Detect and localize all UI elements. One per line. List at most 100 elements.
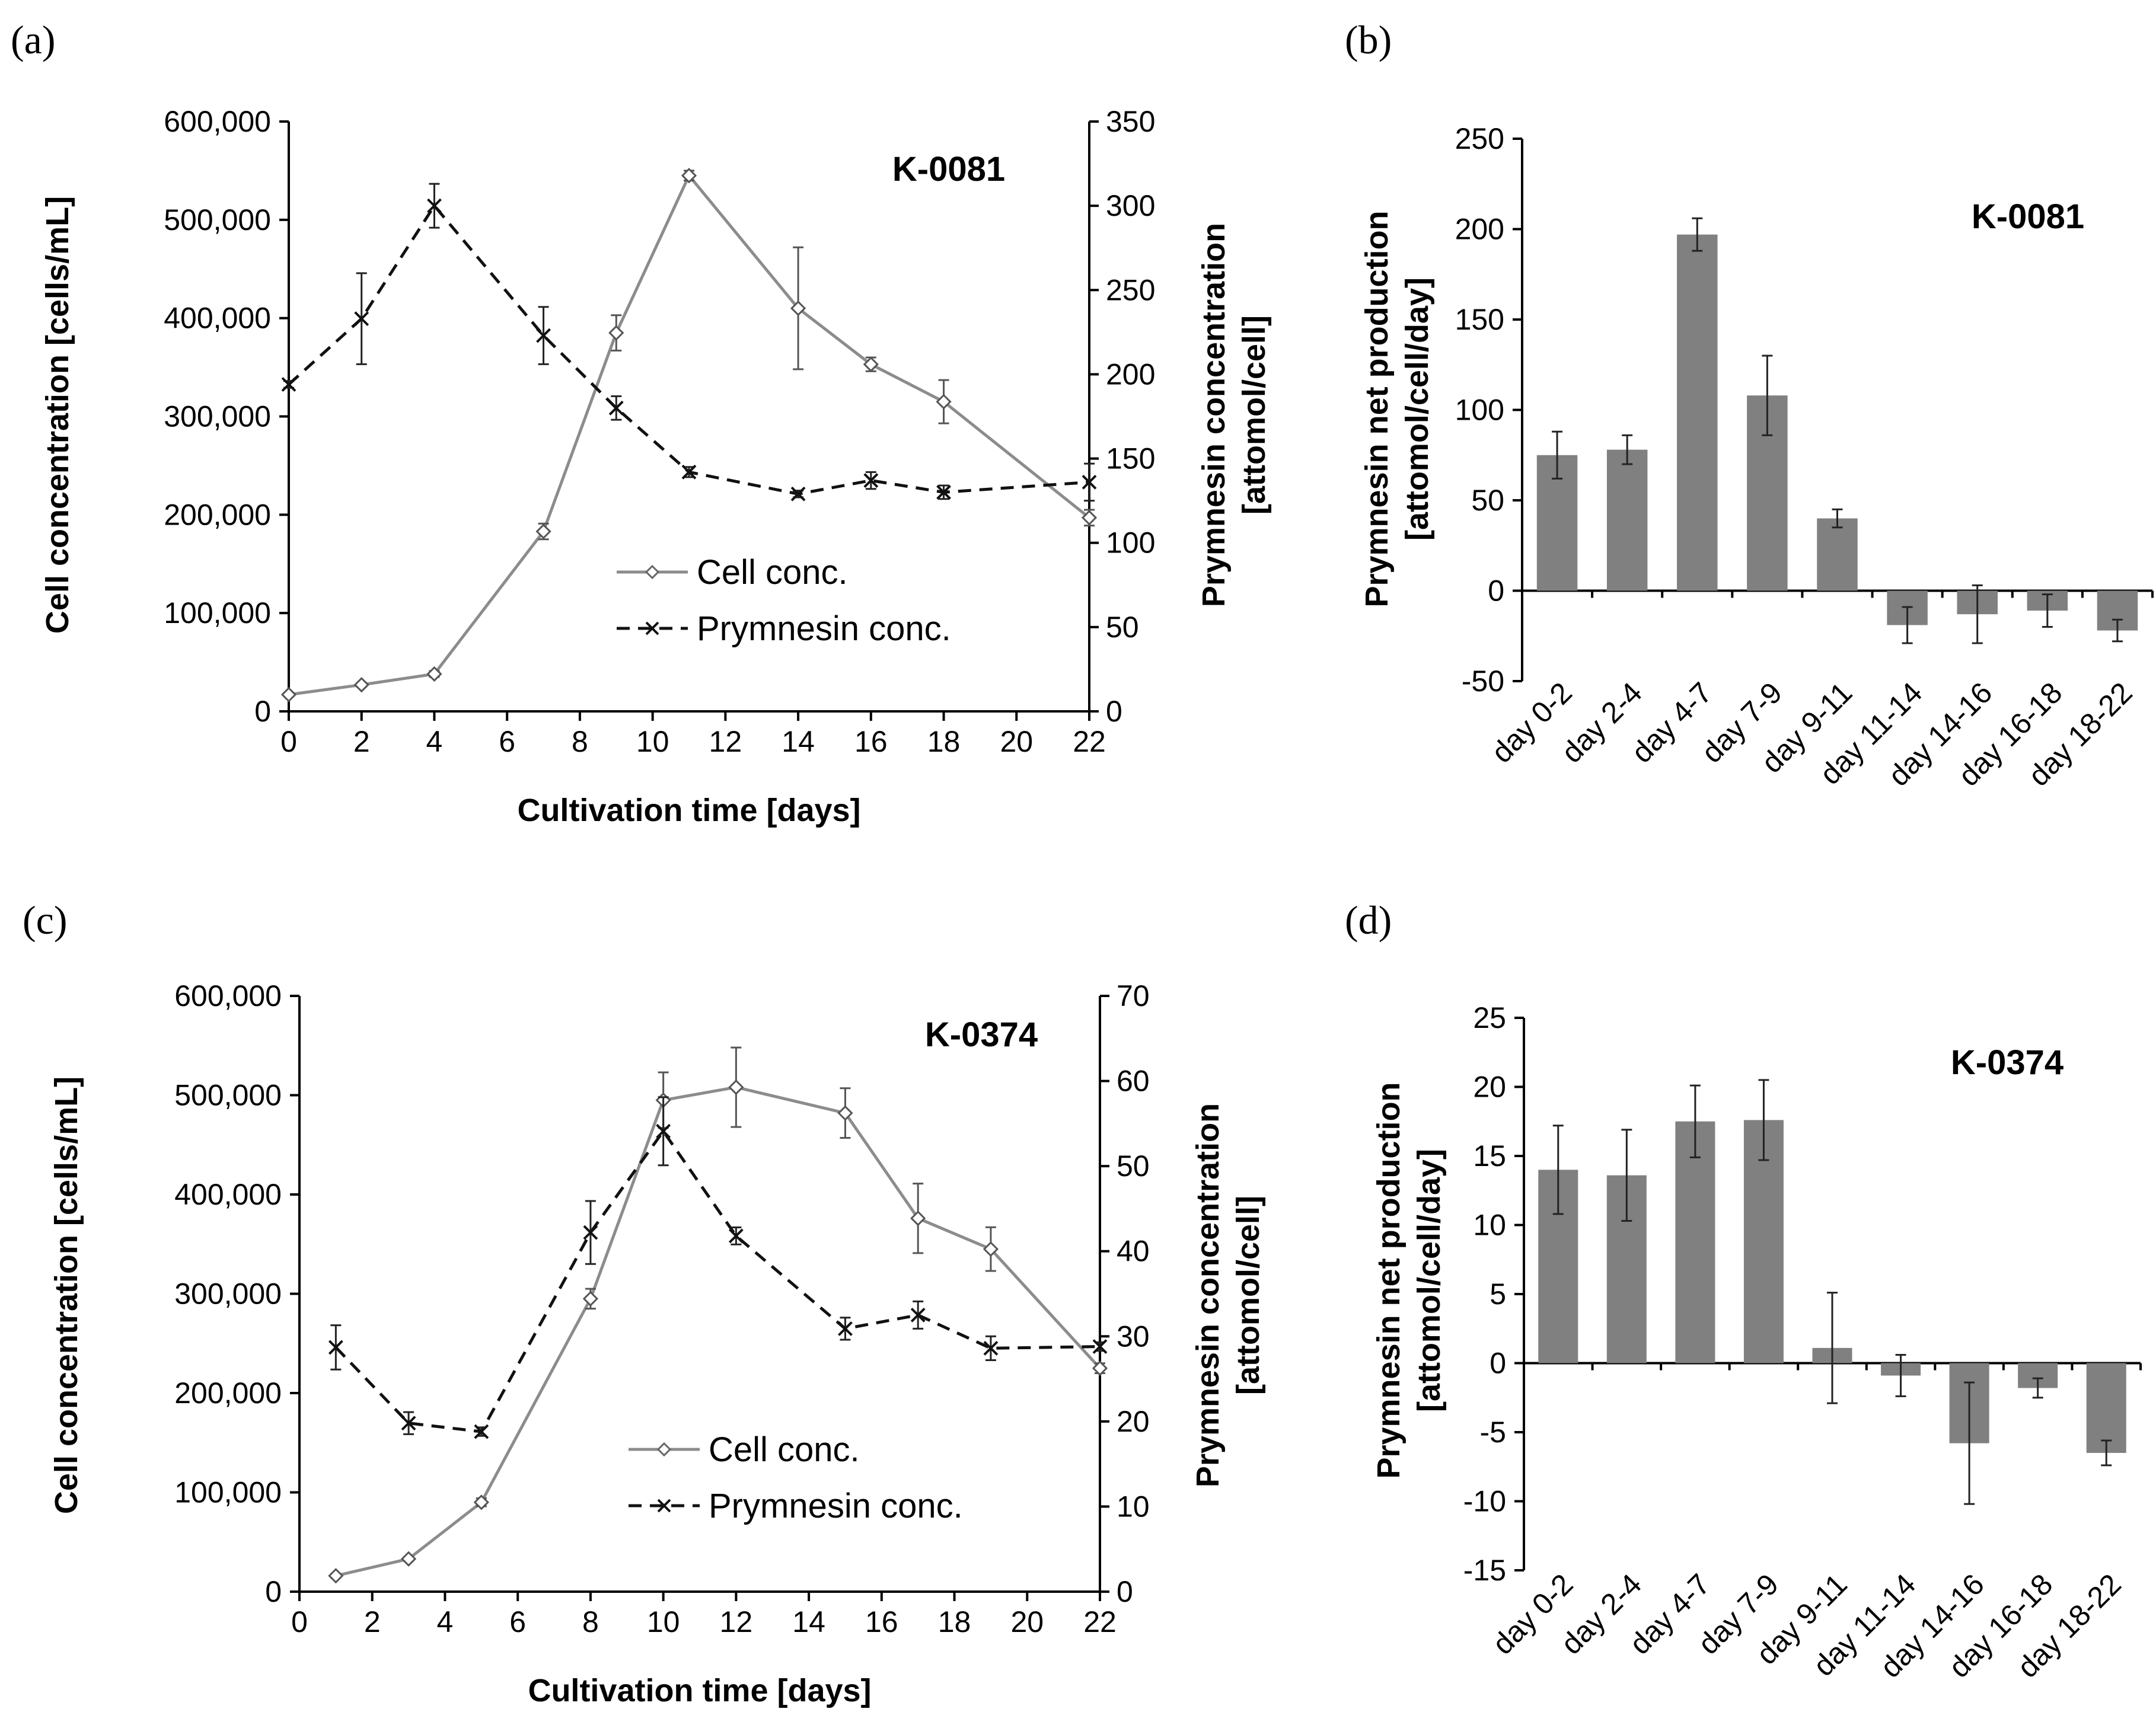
panel-c-prymnesin-conc-point — [910, 1307, 926, 1323]
panel-c-right-tick-label: 70 — [1117, 979, 1150, 1012]
panel-c-x-tick-label: 20 — [1010, 1605, 1044, 1638]
panel-a-cell-conc-point — [1081, 510, 1098, 526]
panel-a-right-tick-label: 150 — [1106, 442, 1155, 475]
panel-a-x-tick-label: 12 — [709, 725, 742, 758]
panel-a-right-tick-label: 0 — [1106, 695, 1122, 728]
panel-c-prymnesin-conc-point — [474, 1424, 489, 1439]
panel-a-x-tick-label: 2 — [353, 725, 370, 758]
panel-a-plot-area: 0 100,000 200,000 300,000 400,000 500,000 600,… — [164, 105, 1155, 758]
panel-c-left-tick-label: 400,000 — [174, 1178, 282, 1211]
panel-a-letter: (a) — [11, 17, 55, 62]
panel-a-prymnesin-conc-point — [790, 486, 806, 502]
panel-a-left-tick-label: 400,000 — [164, 302, 271, 335]
panel-c-right-tick-label: 20 — [1117, 1405, 1150, 1438]
panel-a-right-tick-label: 250 — [1106, 273, 1155, 306]
panel-c-prymnesin-conc-point — [728, 1228, 744, 1244]
panel-d-y-tick-label: 0 — [1490, 1347, 1506, 1380]
panel-c-cell-conc-point — [473, 1494, 489, 1510]
panel-c-right-tick-label: 60 — [1117, 1065, 1150, 1098]
panel-a-cell-conc-point — [353, 677, 369, 693]
panel-a-legend-prymnesin-label: Prymnesin conc. — [697, 609, 951, 648]
panel-a-x-tick-label: 20 — [1000, 725, 1033, 758]
panel-c-cell-conc-point — [983, 1241, 999, 1257]
panel-a-left-tick-label: 300,000 — [164, 400, 271, 433]
panel-c-x-tick-label: 10 — [647, 1605, 680, 1638]
panel-d-y-tick-label: 5 — [1490, 1277, 1506, 1311]
panel-a-legend: Cell conc. Prymnesin conc. — [617, 553, 951, 648]
panel-a-cell-conc-point — [790, 300, 806, 317]
panel-d-letter: (d) — [1345, 897, 1392, 943]
panel-a-prymnesin-conc-point — [354, 311, 369, 327]
panel-a-prymnesin-conc-point — [536, 328, 551, 343]
panel-b-strain-label: K-0081 — [1972, 197, 2084, 236]
panel-a-cell-conc-series-line — [288, 173, 1090, 697]
panel-c-strain-label: K-0374 — [925, 1015, 1038, 1054]
panel-a-x-tick-label: 4 — [426, 725, 443, 758]
panel-c-x-tick-label: 4 — [437, 1605, 454, 1638]
panel-c-cell-conc-point — [910, 1210, 926, 1226]
panel-c-left-tick-label: 100,000 — [174, 1476, 282, 1509]
panel-a-x-tick-label: 14 — [782, 725, 815, 758]
panel-a-line-chart: (a) K-0081 Cultivation time [days] Cell … — [11, 17, 1272, 828]
panel-c-x-tick-label: 6 — [509, 1605, 526, 1638]
panel-c-left-tick-label: 0 — [265, 1575, 282, 1608]
panel-c-legend-cell-marker — [656, 1442, 672, 1457]
panel-a-right-tick-label: 300 — [1106, 189, 1155, 222]
panel-c-x-tick-label: 12 — [720, 1605, 753, 1638]
panel-c-right-tick-label: 10 — [1117, 1490, 1150, 1523]
panel-c-x-tick-label: 16 — [865, 1605, 898, 1638]
panel-d-bar — [1675, 1121, 1715, 1363]
panel-a-cell-conc-point — [936, 394, 952, 410]
panel-a-x-tick-label: 22 — [1073, 725, 1106, 758]
panel-c-legend-prymnesin-label: Prymnesin conc. — [709, 1487, 963, 1525]
panel-c-legend-prymnesin-marker — [657, 1499, 671, 1513]
panel-a-x-tick-label: 10 — [636, 725, 669, 758]
panel-a-x-tick-label: 8 — [572, 725, 588, 758]
panel-a-left-tick-label: 500,000 — [164, 203, 271, 237]
panel-a-prymnesin-conc-point — [427, 198, 442, 213]
panel-a-cell-conc-point — [280, 686, 297, 702]
panel-d-y-tick-label: 25 — [1473, 1001, 1506, 1034]
panel-c-left-axis-title: Cell concentration [cells/mL] — [49, 1077, 84, 1514]
panel-a-prymnesin-conc-point — [681, 464, 697, 480]
panel-b-y-axis-title-line2: [attomol/cell/day] — [1399, 277, 1435, 541]
panel-a-x-tick-label: 18 — [927, 725, 961, 758]
panel-a-legend-prymnesin-marker — [645, 621, 659, 635]
panel-b-y-axis-title-line1: Prymnesin net production — [1359, 210, 1395, 607]
panel-c-left-tick-label: 600,000 — [174, 979, 282, 1012]
panel-c-cell-conc-point — [328, 1568, 344, 1584]
panel-c-legend: Cell conc. Prymnesin conc. — [629, 1430, 963, 1525]
panel-a-right-tick-label: 350 — [1106, 105, 1155, 138]
panel-b-y-tick-label: -50 — [1462, 665, 1504, 698]
panel-c-x-tick-label: 18 — [938, 1605, 971, 1638]
panel-a-x-axis-title: Cultivation time [days] — [517, 793, 860, 828]
panel-a-prymnesin-conc-point — [863, 473, 879, 488]
panel-a-x-tick-label: 6 — [499, 725, 515, 758]
panel-c-legend-cell-label: Cell conc. — [709, 1430, 860, 1469]
panel-d-y-tick-label: 10 — [1473, 1209, 1506, 1242]
panel-d-y-tick-label: 15 — [1473, 1139, 1506, 1173]
panel-c-prymnesin-conc-point — [983, 1340, 999, 1356]
panel-c-cell-conc-point — [400, 1551, 417, 1567]
panel-c-prymnesin-conc-point — [838, 1321, 853, 1336]
panel-c-x-tick-label: 0 — [291, 1605, 308, 1638]
panel-a-strain-label: K-0081 — [892, 150, 1005, 189]
panel-c-x-tick-label: 8 — [582, 1605, 599, 1638]
panel-a-prymnesin-conc-point — [281, 377, 296, 392]
panel-a-right-tick-label: 200 — [1106, 357, 1155, 391]
panel-c-prymnesin-conc-point — [656, 1123, 671, 1139]
panel-a-right-tick-label: 50 — [1106, 611, 1139, 644]
panel-a-prymnesin-conc-point — [936, 485, 951, 500]
panel-a-legend-cell-label: Cell conc. — [697, 553, 848, 592]
panel-b-y-tick-label: 150 — [1455, 303, 1504, 336]
panel-c-right-tick-label: 0 — [1117, 1575, 1133, 1608]
panel-b-y-tick-label: 100 — [1455, 394, 1504, 427]
panel-a-right-axis-title-line2: [attomol/cell] — [1236, 315, 1272, 515]
panel-a-left-tick-label: 100,000 — [164, 596, 271, 630]
panel-a-x-tick-label: 16 — [854, 725, 888, 758]
panel-a-right-tick-label: 100 — [1106, 526, 1155, 560]
panel-b-y-tick-label: 0 — [1488, 574, 1504, 608]
panel-a-cell-conc-point — [863, 356, 879, 372]
